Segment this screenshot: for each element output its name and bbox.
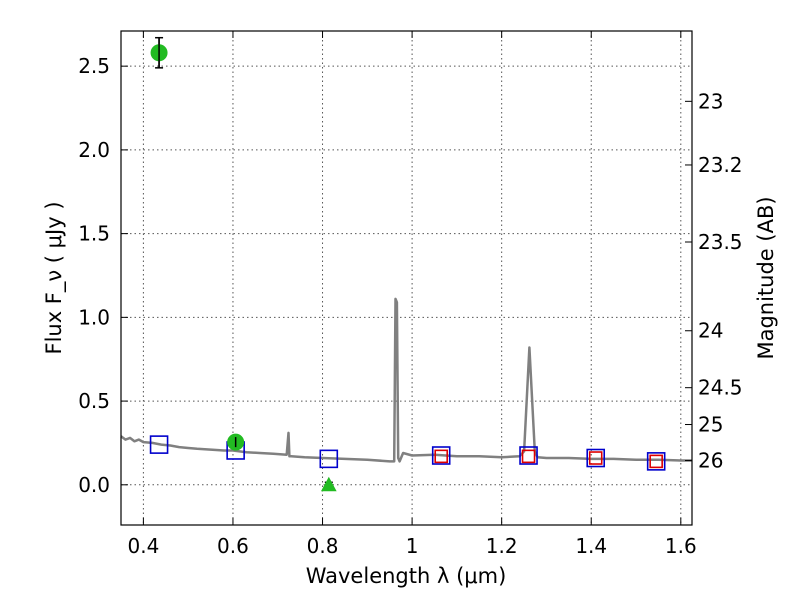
y-tick-label: 0.0	[78, 473, 110, 497]
observed-photometry-marker	[649, 454, 663, 469]
mag-tick-label: 23	[698, 89, 723, 113]
mag-tick-label: 25	[698, 413, 723, 437]
observed-photometry-marker	[521, 449, 536, 464]
observed-photometry-marker	[434, 449, 449, 464]
grid-lines	[121, 31, 692, 525]
axis-ticks: 0.4 0.6 0.8 1 1.2 1.4 1.6 0.0 0.5 1.0 1.5 2.0 2.5 23 2…	[78, 31, 743, 558]
x-tick-label: 1.2	[486, 534, 518, 558]
mag-tick-label: 23.2	[698, 153, 743, 177]
x-tick-label: 1.6	[665, 534, 697, 558]
x-tick-label: 0.8	[307, 534, 339, 558]
mag-tick-label: 24	[698, 319, 723, 343]
y-axis-right-label: Magnitude (AB)	[754, 196, 778, 359]
observed-photometry-marker	[588, 451, 603, 465]
x-tick-label: 0.6	[217, 534, 249, 558]
data-layer	[120, 36, 692, 492]
model-photometry-marker	[586, 448, 606, 468]
model-photometry-marker	[431, 446, 451, 465]
mag-tick-label: 26	[698, 449, 723, 473]
model-photometry-marker	[319, 449, 339, 469]
model-photometry-marker	[646, 452, 666, 471]
y-tick-label: 2.5	[78, 54, 110, 78]
y-tick-label: 1.5	[78, 222, 110, 246]
model-photometry-marker	[149, 435, 169, 454]
upper-limit-marker	[320, 476, 337, 492]
spectrum-line	[120, 297, 692, 463]
x-axis-label: Wavelength λ (μm)	[306, 564, 507, 588]
y-tick-label: 0.5	[78, 389, 110, 413]
x-tick-label: 0.4	[127, 534, 159, 558]
model-photometry-marker	[519, 446, 538, 465]
y-axis-label: Flux F_ν ( μJy )	[42, 201, 67, 354]
y-tick-label: 2.0	[78, 138, 110, 162]
plot-frame	[120, 30, 693, 526]
x-tick-label: 1	[406, 534, 419, 558]
mag-tick-label: 24.5	[698, 376, 743, 400]
x-tick-label: 1.4	[575, 534, 607, 558]
y-tick-label: 1.0	[78, 305, 110, 329]
mag-tick-label: 23.5	[698, 230, 743, 254]
